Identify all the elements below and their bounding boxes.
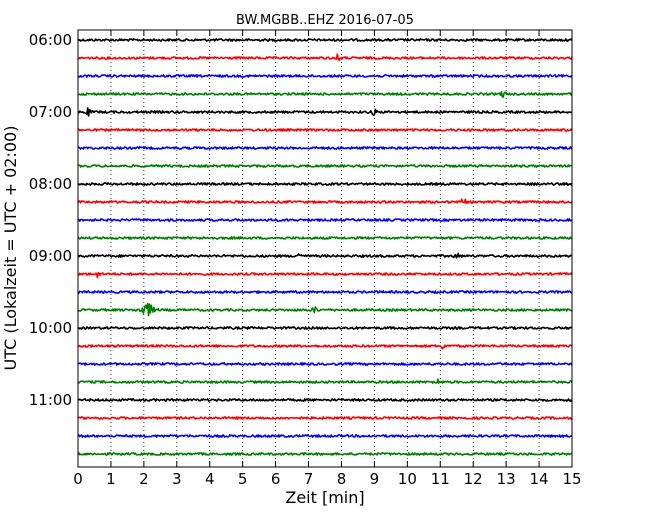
trace-1015 <box>77 344 573 350</box>
chart-grid <box>110 30 540 467</box>
y-tick-label: 06:00 <box>29 31 72 49</box>
x-tick-label: 15 <box>562 470 581 488</box>
trace-1145 <box>77 452 573 456</box>
x-axis-label: Zeit [min] <box>285 488 364 507</box>
trace-0645 <box>77 91 573 99</box>
x-tick-label: 9 <box>370 470 380 488</box>
trace-1115 <box>77 416 573 420</box>
x-tick-label: 0 <box>73 470 83 488</box>
x-tick-label: 13 <box>497 470 516 488</box>
trace-1000 <box>77 326 573 330</box>
trace-0615 <box>77 53 573 62</box>
trace-0600 <box>77 38 573 42</box>
trace-0715 <box>77 128 573 132</box>
y-axis: 06:00 07:00 08:00 09:00 10:00 11:00 <box>29 31 572 409</box>
trace-0630 <box>77 74 573 78</box>
x-tick-label: 4 <box>205 470 215 488</box>
x-tick-label: 2 <box>139 470 149 488</box>
trace-0745 <box>77 164 573 168</box>
y-tick-label: 10:00 <box>29 319 72 337</box>
x-tick-label: 10 <box>398 470 417 488</box>
chart-traces <box>77 38 573 456</box>
y-tick-label: 11:00 <box>29 391 72 409</box>
x-tick-label: 7 <box>304 470 314 488</box>
x-tick-label: 12 <box>464 470 483 488</box>
x-tick-label: 6 <box>271 470 281 488</box>
x-tick-label: 14 <box>530 470 549 488</box>
y-tick-label: 08:00 <box>29 175 72 193</box>
y-axis-label: UTC (Lokalzeit = UTC + 02:00) <box>1 126 20 371</box>
trace-0830 <box>78 218 573 222</box>
trace-0915 <box>77 272 573 279</box>
trace-0800 <box>77 182 573 186</box>
trace-1130 <box>77 434 573 438</box>
trace-1045 <box>77 378 573 384</box>
x-axis: 0 1 2 3 4 5 6 7 8 9 10 11 12 13 14 15 <box>73 30 582 488</box>
trace-1030 <box>77 362 573 366</box>
x-tick-label: 3 <box>172 470 182 488</box>
y-tick-label: 09:00 <box>29 247 72 265</box>
y-tick-label: 07:00 <box>29 103 72 121</box>
trace-0945 <box>77 302 573 317</box>
plot-frame <box>77 29 573 468</box>
trace-0845 <box>77 236 573 240</box>
trace-0700 <box>77 107 573 117</box>
x-tick-label: 5 <box>238 470 248 488</box>
trace-0815 <box>77 198 573 204</box>
x-tick-label: 11 <box>431 470 450 488</box>
chart-title: BW.MGBB..EHZ 2016-07-05 <box>236 13 414 28</box>
trace-0730 <box>77 146 573 150</box>
trace-1100 <box>77 398 573 402</box>
trace-0900 <box>77 252 573 259</box>
trace-0930 <box>77 290 573 294</box>
x-tick-label: 8 <box>337 470 347 488</box>
x-tick-label: 1 <box>106 470 116 488</box>
